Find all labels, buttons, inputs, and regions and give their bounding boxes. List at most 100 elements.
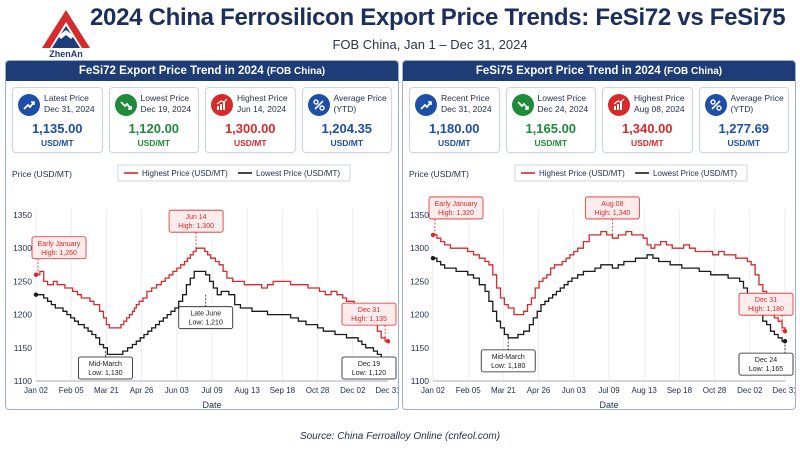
annotation-text: High: 1,300 [178, 223, 214, 230]
chart-annotation: Early January High: 1,260 [31, 236, 87, 275]
annotation-text: Dec 31 [755, 297, 777, 304]
panel-title: FeSi75 Export Price Trend in 2024 [475, 65, 661, 77]
stat-card-value: 1,277.69 [718, 121, 770, 136]
annotation-text: Low: 1,130 [88, 370, 122, 377]
series-line [433, 230, 786, 332]
series-line [36, 270, 388, 362]
x-axis-label: Date [599, 400, 618, 410]
panel-fesi75: FeSi75 Export Price Trend in 2024 (FOB C… [402, 60, 796, 410]
stat-cards: Latest Price Dec 31, 2024 1,135.00 USD/MT Lo… [12, 87, 392, 153]
stat-card-unit: USD/MT [233, 138, 267, 148]
annotation-text: High: 1,135 [351, 316, 387, 323]
panel-header: FeSi75 Export Price Trend in 2024 (FOB C… [403, 61, 795, 81]
x-tick-label: Aug 13 [632, 386, 658, 395]
x-tick-label: Feb 05 [59, 386, 84, 395]
annotation-text: Mid-March [89, 361, 122, 368]
annotation-text: Dec 24 [755, 357, 777, 364]
y-tick-label: 1300 [13, 243, 32, 253]
stat-card-unit: USD/MT [330, 138, 364, 148]
x-tick-label: Apr 26 [130, 386, 154, 395]
stat-card-value: 1,165.00 [525, 121, 577, 136]
y-tick-label: 1350 [13, 210, 32, 220]
series-end-point [385, 338, 391, 344]
y-tick-label: 1150 [14, 343, 33, 353]
stat-cards: Recent Price Dec 31, 2024 1,180.00 USD/MT Lo… [409, 87, 789, 153]
chart-annotation: Mid-March Low: 1,130 [78, 351, 133, 380]
y-tick-label: 1150 [411, 343, 430, 353]
annotation-text: Aug 08 [601, 201, 623, 208]
panel-title: FeSi72 Export Price Trend in 2024 [78, 65, 264, 77]
legend-entry: Lowest Price (USD/MT) [256, 169, 340, 178]
x-tick-label: Dec 02 [737, 386, 763, 395]
stat-card-value: 1,120.00 [128, 121, 180, 136]
chart-annotation: Dec 31 High: 1,135 [341, 302, 397, 342]
annotation-text: Low: 1,180 [491, 363, 525, 370]
x-tick-label: Mar 21 [491, 386, 516, 395]
y-tick-label: 1100 [14, 376, 33, 386]
stat-card-label: Highest Price Aug 08, 2024 [634, 93, 685, 114]
stat-card: Highest Price Aug 08, 2024 1,340.00 USD/MT [602, 87, 693, 153]
stat-card-label: Latest Price Dec 31, 2024 [44, 93, 95, 114]
source-note: Source: China Ferroalloy Online (cnfeol.… [299, 431, 501, 442]
arrow-up-right-icon [18, 94, 40, 116]
panel-header: FeSi72 Export Price Trend in 2024 (FOB C… [6, 61, 398, 81]
x-tick-label: Dec 31 [375, 386, 399, 395]
stat-card-value: 1,135.00 [31, 121, 83, 136]
panel-title-suffix: (FOB China) [663, 66, 723, 77]
x-tick-label: Mar 21 [94, 386, 119, 395]
stat-card: Recent Price Dec 31, 2024 1,180.00 USD/MT [409, 87, 500, 153]
percent-icon [307, 94, 330, 116]
zhenan-logo: ZhenAn [38, 6, 94, 60]
stat-card-value: 1,180.00 [428, 121, 480, 136]
stat-card-value: 1,340.00 [621, 121, 673, 136]
x-tick-label: Jul 09 [201, 386, 223, 395]
logo-text: ZhenAn [49, 49, 83, 59]
chart-legend: Highest Price (USD/MT) Lowest Price (USD/… [514, 164, 748, 182]
stat-card-label: Recent Price Dec 31, 2024 [441, 93, 492, 114]
series-start-point [430, 232, 436, 238]
stat-card: Average Price (YTD) 1,204.35 USD/MT [301, 87, 392, 153]
series-line [433, 254, 785, 342]
x-tick-label: Jan 02 [421, 386, 446, 395]
annotation-text: Early January [38, 241, 81, 248]
annotation-text: Late June [190, 311, 221, 318]
chart-annotation: Dec 19 Low: 1,120 [341, 356, 397, 380]
stat-card-label: Lowest Price Dec 24, 2024 [537, 93, 589, 114]
stat-card: Highest Price Jun 14, 2024 1,300.00 USD/MT [205, 87, 296, 153]
annotation-text: Low: 1,210 [189, 320, 223, 327]
stat-card-unit: USD/MT [40, 138, 74, 148]
stat-card: Latest Price Dec 31, 2024 1,135.00 USD/MT [12, 87, 103, 153]
stat-card-unit: USD/MT [630, 138, 664, 148]
x-tick-label: Sep 18 [667, 386, 693, 395]
chart-annotation: Aug 08 High: 1,340 [584, 196, 640, 235]
legend-entry: Highest Price (USD/MT) [142, 169, 228, 178]
x-tick-label: Feb 05 [456, 386, 481, 395]
chart-annotation: Early January High: 1,320 [428, 196, 484, 235]
x-tick-label: Jul 09 [598, 386, 620, 395]
x-tick-label: Dec 02 [340, 386, 366, 395]
bar-chart-up-icon [608, 94, 630, 116]
annotation-text: Dec 31 [358, 307, 380, 314]
annotation-text: High: 1,260 [41, 250, 77, 257]
x-tick-label: Oct 28 [306, 386, 330, 395]
x-tick-label: Jun 03 [165, 386, 190, 395]
stat-card: Lowest Price Dec 24, 2024 1,165.00 USD/MT [505, 87, 596, 153]
panel-title-suffix: (FOB China) [266, 66, 326, 77]
logo-mark-icon [42, 10, 90, 48]
arrow-down-right-icon [114, 94, 137, 116]
x-tick-label: Aug 13 [235, 386, 261, 395]
y-tick-label: 1250 [13, 276, 32, 286]
bar-chart-up-icon [211, 94, 233, 116]
annotation-text: Jun 14 [186, 214, 207, 221]
y-axis-label: Price (USD/MT) [12, 169, 72, 179]
y-axis-label: Price (USD/MT) [409, 169, 469, 179]
y-tick-label: 1100 [411, 376, 430, 386]
annotation-text: High: 1,340 [594, 210, 630, 217]
legend-entry: Highest Price (USD/MT) [539, 169, 625, 178]
stat-card-value: 1,300.00 [224, 121, 276, 136]
percent-icon [704, 94, 727, 116]
arrow-down-right-icon [511, 94, 534, 116]
x-tick-label: Sep 18 [270, 386, 296, 395]
y-tick-label: 1350 [410, 210, 429, 220]
stat-card-unit: USD/MT [437, 138, 471, 148]
